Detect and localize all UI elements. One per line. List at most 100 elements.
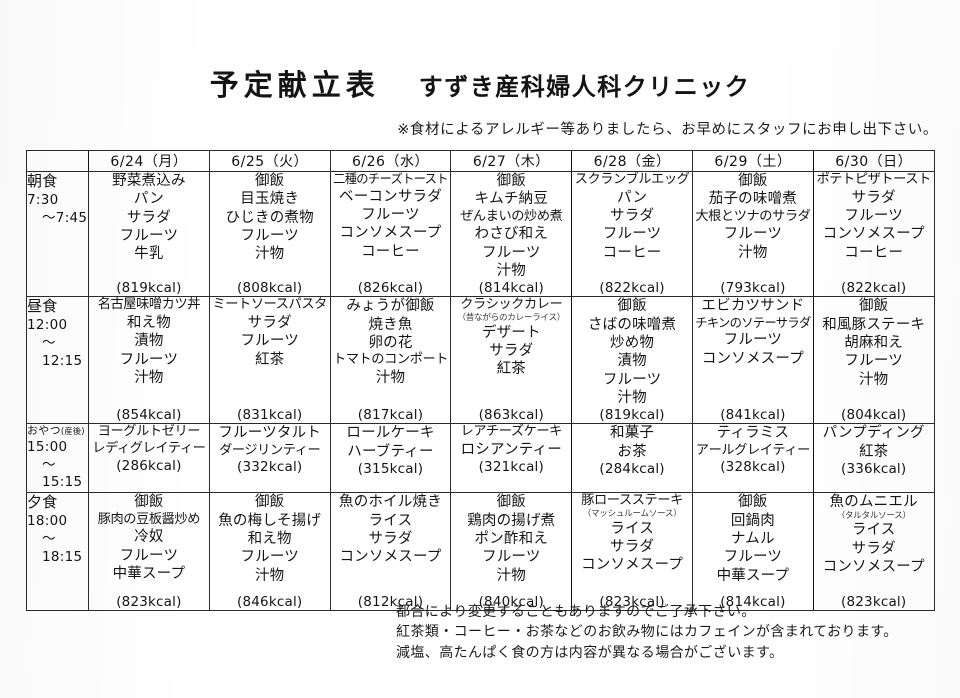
menu-item: コーヒー bbox=[844, 244, 904, 261]
date-header-6: 6/30（日） bbox=[812, 150, 935, 172]
menu-item: コンソメスープ bbox=[339, 549, 442, 566]
menu-item: ひじきの煮物 bbox=[225, 209, 314, 226]
menu-item: フルーツ bbox=[723, 226, 783, 243]
menu-item: 汁物 bbox=[496, 263, 526, 279]
calorie-value: (321kcal) bbox=[478, 459, 544, 476]
menu-item: ぜんまいの炒め煮 bbox=[460, 208, 563, 224]
calorie-value: (819kcal) bbox=[116, 280, 182, 297]
calorie-value: (812kcal) bbox=[357, 594, 424, 611]
menu-cell: ヨーグルトゼリー レディグレイティー (286kcal) bbox=[88, 423, 210, 494]
menu-item: フルーツ bbox=[482, 244, 541, 261]
menu-item-list: エビカツサンド チキンのソテーサラダ フルーツ コンソメスープ bbox=[693, 297, 813, 368]
meal-time-start: 15:00 bbox=[27, 438, 68, 455]
meal-row: 昼食 12:00 〜12:15 名古屋味噌カツ丼 和え物 漬物 フルーツ 汁物 (854kcal… bbox=[26, 296, 935, 425]
menu-item: ヨーグルトゼリー bbox=[97, 424, 201, 440]
menu-item-list: 二種のチーズトースト ベーコンサラダ フルーツ コンソメスープ コーヒー bbox=[331, 172, 451, 261]
menu-item-list: ヨーグルトゼリー レディグレイティー bbox=[89, 424, 209, 457]
menu-item: ナムル bbox=[731, 530, 775, 547]
menu-item: 御飯 bbox=[254, 494, 285, 511]
menu-item: コンソメスープ bbox=[822, 226, 925, 243]
menu-item: 茄子の味噌煮 bbox=[708, 191, 797, 208]
menu-cell: 豚ロースステーキ （マッシュルームソース） ライス サラダ コンソメスープ (823kca… bbox=[571, 492, 693, 612]
menu-item: サラダ bbox=[610, 539, 655, 555]
menu-item: チキンのソテーサラダ bbox=[695, 315, 811, 330]
meal-row: 夕食 18:00 〜18:15 御飯 豚肉の豆板醤炒め 冷奴 フルーツ 中華スープ (823kc… bbox=[26, 492, 935, 612]
menu-item: クラシックカレー bbox=[460, 297, 563, 313]
menu-item-list: 御飯 茄子の味噌煮 大根とツナのサラダ フルーツ 汁物 bbox=[693, 172, 813, 262]
menu-item-list: クラシックカレー （昔ながらのカレーライス） デザート サラダ 紅茶 bbox=[451, 297, 571, 378]
menu-item: フルーツ bbox=[723, 549, 783, 566]
menu-item: わさび和え bbox=[474, 226, 549, 243]
date-header-1: 6/25（火） bbox=[208, 150, 331, 172]
menu-item-list: 和菓子 お茶 bbox=[572, 424, 692, 461]
meal-time-end: 〜12:15 bbox=[42, 334, 83, 369]
menu-cell: パンプディング 紅茶 (336kcal) bbox=[812, 423, 935, 494]
menu-item: 鶏肉の揚げ煮 bbox=[467, 512, 556, 529]
meal-name: おやつ(産後) bbox=[27, 424, 85, 438]
menu-cell: 二種のチーズトースト ベーコンサラダ フルーツ コンソメスープ コーヒー (826kcal… bbox=[329, 170, 452, 298]
menu-item-list: 御飯 魚の梅しそ揚げ 和え物 フルーツ 汁物 bbox=[210, 493, 330, 585]
menu-cell: 御飯 和風豚ステーキ 胡麻和え フルーツ 汁物 (804kcal) bbox=[812, 296, 935, 425]
menu-item: フルーツ bbox=[723, 332, 783, 349]
menu-item: フルーツ bbox=[119, 547, 179, 564]
meal-name: 昼食 bbox=[27, 297, 58, 316]
menu-item: フルーツタルト bbox=[218, 425, 321, 442]
menu-item-list: 御飯 豚肉の豆板醤炒め 冷奴 フルーツ 中華スープ bbox=[89, 493, 209, 583]
clinic-name: すずき産科婦人科クリニック bbox=[418, 73, 751, 101]
calorie-value: (808kcal) bbox=[237, 280, 303, 297]
menu-item-list: ロールケーキ ハーブティー bbox=[331, 424, 451, 461]
meal-time-start: 7:30 bbox=[27, 191, 59, 208]
menu-item: 豚肉の豆板醤炒め bbox=[97, 511, 201, 527]
menu-item: 魚のホイル焼き bbox=[339, 494, 442, 511]
menu-item: ロールケーキ bbox=[346, 425, 435, 442]
menu-item: サラダ bbox=[489, 343, 534, 360]
menu-cell: 御飯 茄子の味噌煮 大根とツナのサラダ フルーツ 汁物 (793kcal) bbox=[691, 170, 814, 298]
menu-item: 御飯 bbox=[496, 494, 526, 511]
menu-item: 名古屋味噌カツ丼 bbox=[97, 297, 201, 313]
menu-cell: 名古屋味噌カツ丼 和え物 漬物 フルーツ 汁物 (854kcal) bbox=[88, 296, 210, 425]
menu-item-list: レアチーズケーキ ロシアンティー bbox=[451, 424, 571, 459]
menu-item: レアチーズケーキ bbox=[460, 424, 563, 440]
meal-time-end: 〜15:15 bbox=[42, 456, 83, 491]
menu-item: パン bbox=[133, 191, 164, 208]
calorie-value: (814kcal) bbox=[720, 594, 786, 611]
menu-cell: 野菜煮込み パン サラダ フルーツ 牛乳 (819kcal) bbox=[88, 170, 210, 298]
calorie-value: (284kcal) bbox=[599, 460, 665, 477]
menu-item-list: ポテトピザトースト サラダ フルーツ コンソメスープ コーヒー bbox=[814, 172, 934, 262]
menu-item: 二種のチーズトースト bbox=[333, 172, 448, 186]
menu-item: コーヒー bbox=[602, 244, 662, 261]
menu-cell: 魚のムニエル （タルタルソース） ライス サラダ コンソメスープ (823kcal) bbox=[812, 492, 935, 612]
menu-item: 紅茶 bbox=[496, 361, 526, 378]
menu-cell: みょうが御飯 焼き魚 卵の花 トマトのコンポート 汁物 (817kcal) bbox=[329, 296, 452, 425]
menu-item: フルーツ bbox=[240, 227, 299, 244]
calorie-value: (826kcal) bbox=[357, 280, 424, 297]
menu-item-list: 御飯 回鍋肉 ナムル フルーツ 中華スープ bbox=[693, 493, 813, 585]
menu-item: パン bbox=[617, 189, 648, 206]
menu-item: 御飯 bbox=[858, 298, 889, 315]
menu-item-list: 御飯 キムチ納豆 ぜんまいの炒め煮 わさび和え フルーツ 汁物 bbox=[451, 172, 571, 280]
date-header-0: 6/24（月） bbox=[88, 150, 210, 172]
calorie-value: (336kcal) bbox=[840, 460, 907, 477]
calorie-value: (840kcal) bbox=[478, 594, 544, 611]
menu-cell: 御飯 さばの味噌煮 炒め物 漬物 フルーツ 汁物 (819kcal) bbox=[571, 296, 693, 425]
menu-item: ベーコンサラダ bbox=[339, 188, 442, 205]
menu-item: ハーブティー bbox=[347, 443, 434, 460]
menu-item: フルーツ bbox=[844, 353, 903, 370]
menu-item: 胡麻和え bbox=[844, 334, 904, 351]
menu-item: アールグレイティー bbox=[695, 442, 810, 458]
calorie-value: (854kcal) bbox=[116, 407, 182, 424]
meal-row-label: 夕食 18:00 〜18:15 bbox=[26, 492, 89, 612]
menu-item: 牛乳 bbox=[134, 246, 164, 263]
menu-item: 御飯 bbox=[254, 173, 285, 189]
calorie-value: (286kcal) bbox=[116, 457, 182, 474]
menu-cell: ロールケーキ ハーブティー (315kcal) bbox=[329, 423, 452, 494]
meal-time-end: 〜18:15 bbox=[42, 530, 83, 565]
menu-item: 汁物 bbox=[858, 371, 889, 388]
menu-item: さばの味噌煮 bbox=[587, 316, 677, 333]
menu-item: 汁物 bbox=[738, 244, 768, 261]
menu-item: コーヒー bbox=[361, 243, 420, 260]
menu-item: フルーツ bbox=[361, 206, 420, 223]
page-title: 予定献立表 bbox=[209, 68, 380, 102]
menu-item: レディグレイティー bbox=[92, 440, 206, 456]
